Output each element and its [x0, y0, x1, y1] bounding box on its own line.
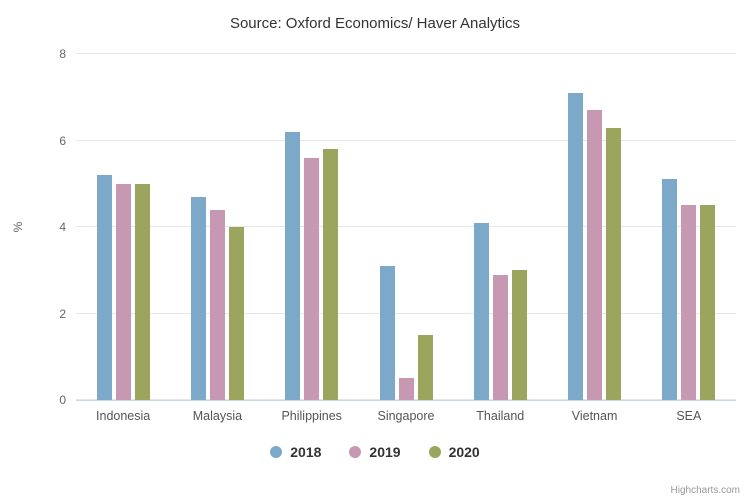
bar-malaysia-2018[interactable] — [190, 196, 206, 400]
bar-philippines-2020[interactable] — [323, 149, 339, 400]
bar-singapore-2020[interactable] — [417, 335, 433, 400]
bar-group-indonesia — [96, 175, 150, 400]
legend-item-2020[interactable]: 2020 — [428, 444, 480, 460]
legend-item-2019[interactable]: 2019 — [349, 444, 401, 460]
highcharts-credit[interactable]: Highcharts.com — [670, 485, 740, 496]
bar-vietnam-2020[interactable] — [606, 127, 622, 400]
xtick-label-sea: SEA — [676, 409, 702, 423]
bar-vietnam-2018[interactable] — [568, 92, 584, 400]
bar-group-philippines — [285, 131, 339, 400]
legend-label: 2018 — [290, 444, 322, 460]
bar-indonesia-2018[interactable] — [96, 175, 112, 400]
ytick-label-0: 0 — [59, 393, 66, 407]
xtick-label-indonesia: Indonesia — [96, 409, 151, 423]
gridline-y6 — [76, 139, 736, 141]
bar-sea-2018[interactable] — [662, 179, 678, 400]
bar-indonesia-2020[interactable] — [134, 183, 150, 400]
bar-group-sea — [662, 179, 716, 400]
gridline-y4 — [76, 226, 736, 227]
legend-label: 2019 — [369, 444, 401, 460]
bar-malaysia-2019[interactable] — [209, 209, 225, 400]
bar-malaysia-2020[interactable] — [228, 227, 244, 400]
legend-marker-icon — [270, 446, 283, 458]
legend-item-2018[interactable]: 2018 — [270, 444, 321, 460]
bar-philippines-2019[interactable] — [304, 157, 320, 400]
xtick-label-thailand: Thailand — [476, 409, 525, 423]
bar-thailand-2020[interactable] — [511, 270, 527, 400]
legend-marker-icon — [349, 446, 362, 458]
bar-thailand-2018[interactable] — [473, 222, 489, 400]
legend-label: 2020 — [448, 444, 480, 460]
legend-marker-icon — [428, 446, 441, 458]
xtick-label-vietnam: Vietnam — [571, 409, 618, 423]
y-axis-title: % — [11, 221, 25, 233]
x-axis-line — [76, 400, 736, 401]
bar-group-singapore — [379, 265, 433, 400]
bar-group-vietnam — [568, 92, 622, 400]
bar-singapore-2018[interactable] — [379, 265, 395, 400]
bar-indonesia-2019[interactable] — [115, 183, 131, 400]
bar-thailand-2019[interactable] — [492, 274, 508, 400]
xtick-label-malaysia: Malaysia — [192, 409, 243, 423]
xtick-label-singapore: Singapore — [377, 409, 435, 423]
ytick-label-2: 2 — [59, 306, 66, 321]
xtick-label-philippines: Philippines — [281, 409, 342, 423]
bar-singapore-2019[interactable] — [398, 378, 414, 400]
ytick-label-4: 4 — [59, 220, 66, 234]
bar-group-thailand — [473, 222, 527, 400]
bar-group-malaysia — [190, 196, 244, 400]
ytick-label-6: 6 — [59, 133, 66, 148]
chart-title: Source: Oxford Economics/ Haver Analytic… — [229, 15, 521, 32]
plot-area: 0 2 4 6 8 Indonesia Malaysia Philippines Singapo… — [59, 47, 736, 423]
bar-sea-2020[interactable] — [700, 205, 716, 400]
bar-vietnam-2019[interactable] — [587, 110, 603, 400]
gridline-y2 — [76, 312, 736, 314]
bar-sea-2019[interactable] — [681, 205, 697, 400]
bar-philippines-2018[interactable] — [285, 131, 301, 400]
legend: 2018 2019 2020 — [0, 444, 750, 460]
gridline-y8 — [76, 53, 736, 54]
ytick-label-8: 8 — [59, 47, 66, 61]
